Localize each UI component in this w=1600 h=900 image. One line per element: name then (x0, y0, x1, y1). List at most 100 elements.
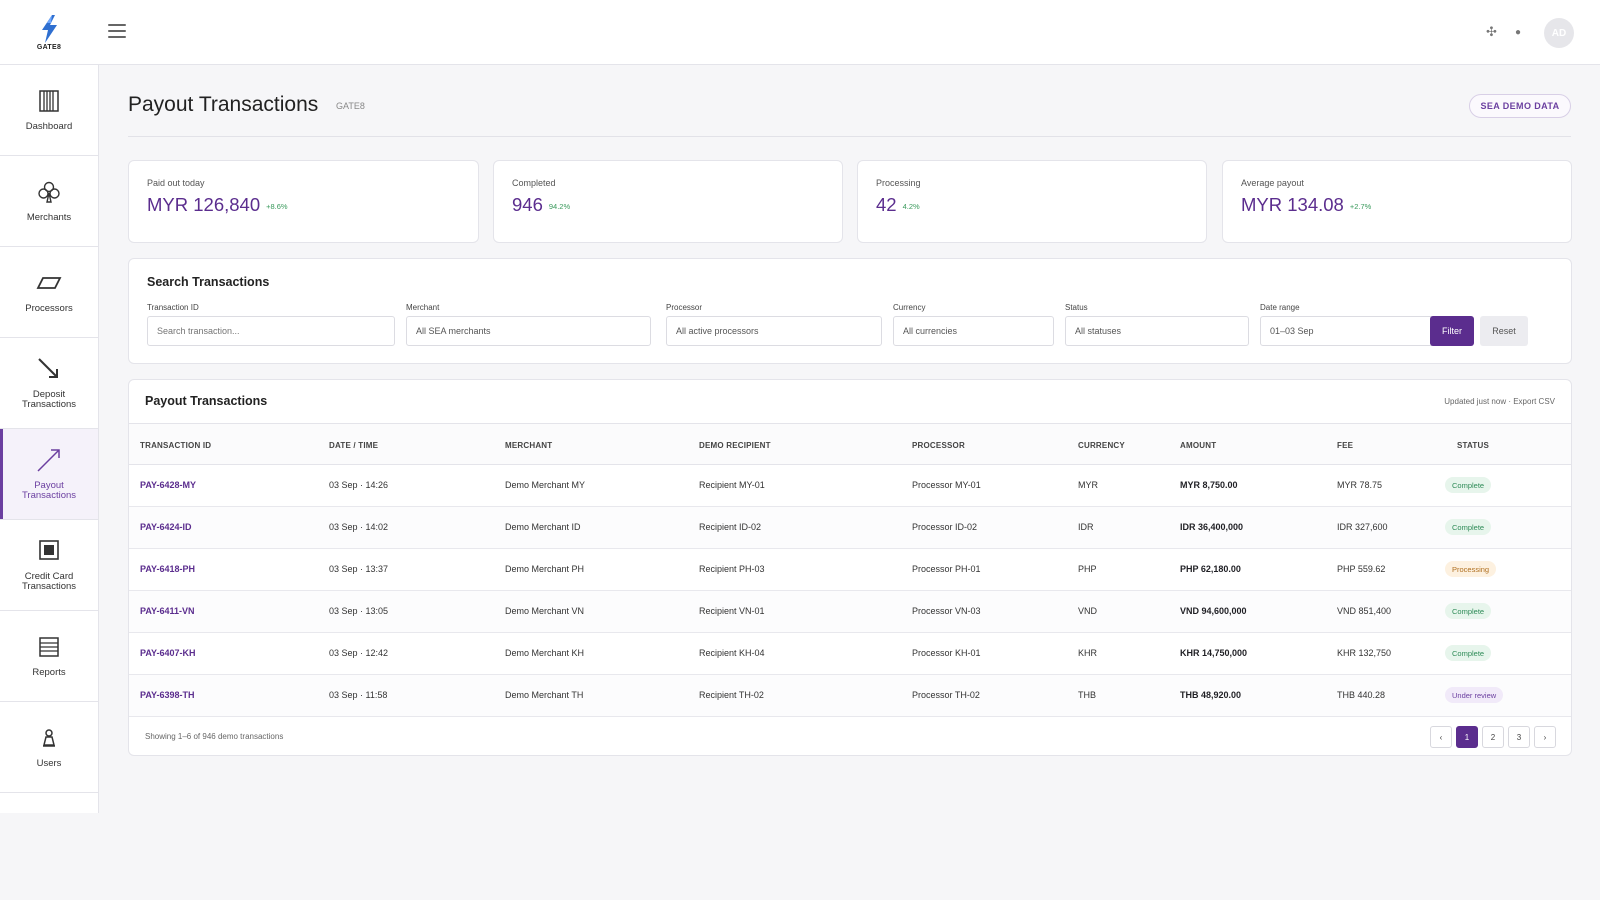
stat-change: 4.2% (902, 201, 920, 211)
sidebar-item-merchants[interactable]: Merchants (0, 156, 98, 247)
sidebar-item-payout-transactions[interactable]: Payout Transactions (0, 429, 98, 520)
parallelogram-icon (36, 277, 62, 289)
divider (128, 136, 1571, 137)
column-header[interactable]: CURRENCY (1078, 441, 1125, 450)
field-label: Date range (1260, 303, 1300, 312)
sidebar-item-label: Merchants (26, 212, 72, 223)
merchant-cell: Demo Merchant PH (505, 564, 585, 574)
processor-cell: Processor MY-01 (912, 480, 981, 490)
field-label: Merchant (406, 303, 440, 312)
processor-cell: Processor VN-03 (912, 606, 981, 616)
brand-logo[interactable]: GATE8 (0, 0, 98, 65)
next-page-button[interactable]: › (1534, 726, 1556, 748)
processor-cell: Processor TH-02 (912, 690, 980, 700)
merchant-cell: Demo Merchant TH (505, 690, 584, 700)
filter-button[interactable]: Filter (1430, 316, 1474, 346)
table-row[interactable]: PAY-6418-PH 03 Sep · 13:37 Demo Merchant… (129, 549, 1571, 591)
merchant-cell: Demo Merchant KH (505, 648, 585, 658)
transaction-id-input[interactable] (148, 317, 394, 345)
menu-toggle-icon[interactable] (108, 24, 126, 40)
recipient-cell: Recipient KH-04 (699, 648, 765, 658)
datetime-cell: 03 Sep · 14:26 (329, 480, 389, 490)
table-row[interactable]: PAY-6424-ID 03 Sep · 14:02 Demo Merchant… (129, 507, 1571, 549)
fee-cell: KHR 132,750 (1337, 648, 1392, 658)
fee-cell: PHP 559.62 (1337, 564, 1386, 574)
amount-cell: KHR 14,750,000 (1180, 648, 1248, 658)
transaction-id-link[interactable]: PAY-6398-TH (140, 690, 195, 700)
processor-cell: Processor KH-01 (912, 648, 981, 658)
page-button-1[interactable]: 1 (1456, 726, 1478, 748)
amount-cell: IDR 36,400,000 (1180, 522, 1244, 532)
reset-button[interactable]: Reset (1480, 316, 1528, 346)
fee-cell: MYR 78.75 (1337, 480, 1383, 490)
stat-label: Processing (876, 178, 921, 188)
table-row[interactable]: PAY-6398-TH 03 Sep · 11:58 Demo Merchant… (129, 675, 1571, 717)
merchant-cell: Demo Merchant VN (505, 606, 585, 616)
transaction-id-field[interactable] (147, 316, 395, 346)
transaction-id-link[interactable]: PAY-6428-MY (140, 480, 197, 490)
report-list-icon (39, 637, 59, 657)
avatar[interactable]: AD (1544, 18, 1574, 48)
search-title: Search Transactions (147, 275, 270, 289)
processor-cell: Processor PH-01 (912, 564, 981, 574)
sidebar-item-dashboard[interactable]: Dashboard (0, 65, 98, 156)
column-header[interactable]: AMOUNT (1180, 441, 1217, 450)
column-header[interactable]: FEE (1337, 441, 1354, 450)
field-label: Transaction ID (147, 303, 199, 312)
status-badge: Under review (1445, 687, 1504, 703)
sidebar-item-label: Reports (32, 667, 66, 678)
column-header[interactable]: DEMO RECIPIENT (699, 441, 771, 450)
transaction-id-link[interactable]: PAY-6411-VN (140, 606, 195, 616)
sidebar-item-processors[interactable]: Processors (0, 247, 98, 338)
table-row[interactable]: PAY-6428-MY 03 Sep · 14:26 Demo Merchant… (129, 465, 1571, 507)
sidebar-item-label: Processors (25, 303, 73, 314)
sidebar-item-users[interactable]: Users (0, 702, 98, 793)
currency-cell: KHR (1078, 648, 1098, 658)
page-button-3[interactable]: 3 (1508, 726, 1530, 748)
search-panel: Search Transactions Transaction ID Merch… (128, 258, 1572, 364)
status-select[interactable]: All statuses (1065, 316, 1249, 346)
sidebar-item-deposit-transactions[interactable]: Deposit Transactions (0, 338, 98, 429)
sidebar-item-credit-card-transactions[interactable]: Credit Card Transactions (0, 520, 98, 611)
transaction-id-link[interactable]: PAY-6424-ID (140, 522, 192, 532)
processor-select[interactable]: All active processors (666, 316, 882, 346)
column-header[interactable]: PROCESSOR (912, 441, 965, 450)
transaction-id-link[interactable]: PAY-6407-KH (140, 648, 196, 658)
date-range-field[interactable]: 01–03 Sep (1260, 316, 1443, 346)
datetime-cell: 03 Sep · 13:05 (329, 606, 389, 616)
stat-card-completed: Completed 946 94.2% (493, 160, 843, 243)
page-button-2[interactable]: 2 (1482, 726, 1504, 748)
column-header[interactable]: DATE / TIME (329, 441, 379, 450)
move-icon[interactable]: ✣ (1486, 24, 1497, 39)
datetime-cell: 03 Sep · 13:37 (329, 564, 389, 574)
table-row[interactable]: PAY-6411-VN 03 Sep · 13:05 Demo Merchant… (129, 591, 1571, 633)
processor-cell: Processor ID-02 (912, 522, 978, 532)
prev-page-button[interactable]: ‹ (1430, 726, 1452, 748)
stat-value: 946 94.2% (512, 194, 571, 215)
table-meta[interactable]: Updated just now · Export CSV (1444, 397, 1555, 406)
recipient-cell: Recipient ID-02 (699, 522, 762, 532)
sidebar-item-label: Deposit Transactions (21, 389, 77, 410)
stat-label: Completed (512, 178, 556, 188)
fee-cell: IDR 327,600 (1337, 522, 1388, 532)
transaction-id-link[interactable]: PAY-6418-PH (140, 564, 196, 574)
arrow-down-right-icon (38, 358, 58, 378)
fee-cell: THB 440.28 (1337, 690, 1386, 700)
sidebar-item-reports[interactable]: Reports (0, 611, 98, 702)
merchant-select[interactable]: All SEA merchants (406, 316, 651, 346)
column-header[interactable]: STATUS (1457, 441, 1490, 450)
dot-indicator-icon[interactable]: ● (1515, 27, 1522, 38)
column-header[interactable]: TRANSACTION ID (140, 441, 212, 450)
recipient-cell: Recipient MY-01 (699, 480, 765, 490)
amount-cell: PHP 62,180.00 (1180, 564, 1241, 574)
table-row[interactable]: PAY-6407-KH 03 Sep · 12:42 Demo Merchant… (129, 633, 1571, 675)
stat-value: MYR 134.08 +2.7% (1241, 194, 1372, 215)
demo-data-badge[interactable]: SEA DEMO DATA (1469, 94, 1571, 118)
top-bar: GATE8 ✣ ● AD (0, 0, 1600, 65)
column-header[interactable]: MERCHANT (505, 441, 553, 450)
datetime-cell: 03 Sep · 12:42 (329, 648, 389, 658)
field-label: Status (1065, 303, 1088, 312)
lightning-logo-icon (42, 14, 57, 43)
currency-select[interactable]: All currencies (893, 316, 1054, 346)
table-title: Payout Transactions (145, 394, 268, 408)
